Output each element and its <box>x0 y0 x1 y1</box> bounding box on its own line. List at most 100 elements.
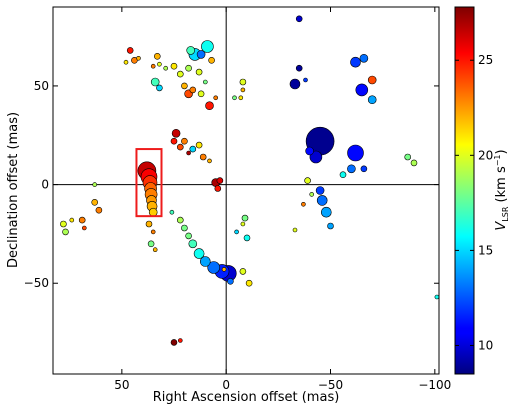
maser-spot <box>188 239 198 249</box>
maser-spot <box>157 61 162 67</box>
maser-spot <box>327 222 334 230</box>
maser-spot <box>91 199 98 206</box>
maser-spot <box>295 64 303 72</box>
x-axis-label: Right Ascension offset (mas) <box>153 390 340 405</box>
plot-frame <box>52 6 440 375</box>
colorbar-tick-label: 25 <box>478 53 493 67</box>
colorbar-gradient <box>454 6 475 375</box>
y-axis-label: Declination offset (mas) <box>6 112 21 268</box>
maser-spot <box>205 101 214 110</box>
maser-spot <box>95 206 103 214</box>
maser-spot <box>404 153 412 161</box>
maser-spot <box>156 84 163 92</box>
x-axis: 50 0 −50 −100 <box>114 7 451 392</box>
maser-spot <box>410 159 418 167</box>
y-tick-label: 0 <box>41 178 49 192</box>
maser-spot <box>181 224 188 232</box>
maser-spot <box>347 164 356 174</box>
maser-spot <box>199 153 207 161</box>
maser-spot <box>214 185 222 192</box>
maser-spot <box>367 95 377 104</box>
maser-spot <box>62 228 69 236</box>
maser-spot <box>150 77 160 87</box>
maser-spot <box>186 46 195 55</box>
maser-spot <box>240 221 246 227</box>
highlight-box <box>135 148 163 218</box>
colorbar-tick-label: 10 <box>478 338 493 352</box>
maser-spot <box>239 268 247 275</box>
maser-spot <box>181 137 188 145</box>
maser-spot <box>92 182 97 187</box>
maser-spot <box>239 78 247 86</box>
maser-spot <box>170 137 178 145</box>
maser-spot <box>289 78 301 90</box>
highlight-rectangle <box>135 148 163 218</box>
maser-spot <box>203 79 208 85</box>
y-tick-label: 50 <box>34 79 49 93</box>
maser-spot <box>196 50 206 59</box>
maser-spot <box>243 234 251 242</box>
maser-spot <box>189 86 197 94</box>
x-tick-label: 50 <box>114 378 129 392</box>
maser-spot <box>245 279 253 287</box>
maser-spot <box>186 150 191 156</box>
maser-spot <box>177 143 184 151</box>
maser-spot <box>197 90 205 98</box>
x-tick-label: −50 <box>318 378 343 392</box>
maser-spot <box>60 220 67 228</box>
maser-spot <box>185 64 192 72</box>
maser-spot <box>177 216 184 224</box>
colorbar-tick-label: 15 <box>478 243 493 257</box>
maser-spot <box>213 95 218 101</box>
maser-spot <box>145 220 153 228</box>
maser-spot <box>195 68 203 76</box>
maser-spot <box>350 56 361 68</box>
maser-spot <box>221 267 227 272</box>
maser-spot <box>170 339 178 346</box>
maser-spot <box>359 53 369 63</box>
maser-spot <box>292 227 298 233</box>
maser-spot <box>78 216 86 224</box>
maser-spot <box>309 192 315 197</box>
maser-spot <box>304 177 311 184</box>
maser-spot <box>150 63 156 69</box>
maser-spot <box>150 229 156 235</box>
maser-spot <box>201 40 214 53</box>
maser-spot <box>163 65 168 71</box>
maser-spot <box>154 52 161 60</box>
x-tick-label: −100 <box>418 378 451 392</box>
colorbar-label: VLSR (km s−1) <box>493 149 510 230</box>
maser-spot <box>123 59 129 65</box>
maser-spot <box>301 202 306 207</box>
maser-spot <box>181 82 188 90</box>
maser-spot <box>136 55 141 61</box>
maser-spot <box>207 261 220 274</box>
maser-spot <box>207 158 212 164</box>
maser-spot <box>305 146 314 156</box>
maser-spot <box>240 87 246 93</box>
maser-spot <box>347 144 364 162</box>
maser-spot <box>234 229 239 235</box>
maser-spot <box>193 248 205 259</box>
maser-spot <box>316 195 328 206</box>
maser-spot <box>82 225 87 231</box>
maser-spot <box>295 15 303 23</box>
maser-spot <box>320 206 332 218</box>
maser-spot <box>303 77 308 83</box>
maser-spot <box>208 56 215 64</box>
colorbar-ticks: 10 15 20 25 <box>455 53 493 352</box>
maser-spot <box>69 217 75 223</box>
maser-spot <box>315 186 325 195</box>
maser-spot <box>177 70 184 78</box>
x-tick-label: 0 <box>222 378 230 392</box>
maser-spot <box>148 207 158 217</box>
maser-spot <box>195 141 203 149</box>
y-tick-label: −50 <box>24 276 49 290</box>
colorbar-tick-label: 20 <box>478 148 493 162</box>
maser-spot <box>126 47 134 54</box>
maser-spot <box>189 145 197 153</box>
maser-spot <box>178 338 183 343</box>
maser-spot <box>360 165 368 173</box>
maser-spot <box>434 294 439 300</box>
